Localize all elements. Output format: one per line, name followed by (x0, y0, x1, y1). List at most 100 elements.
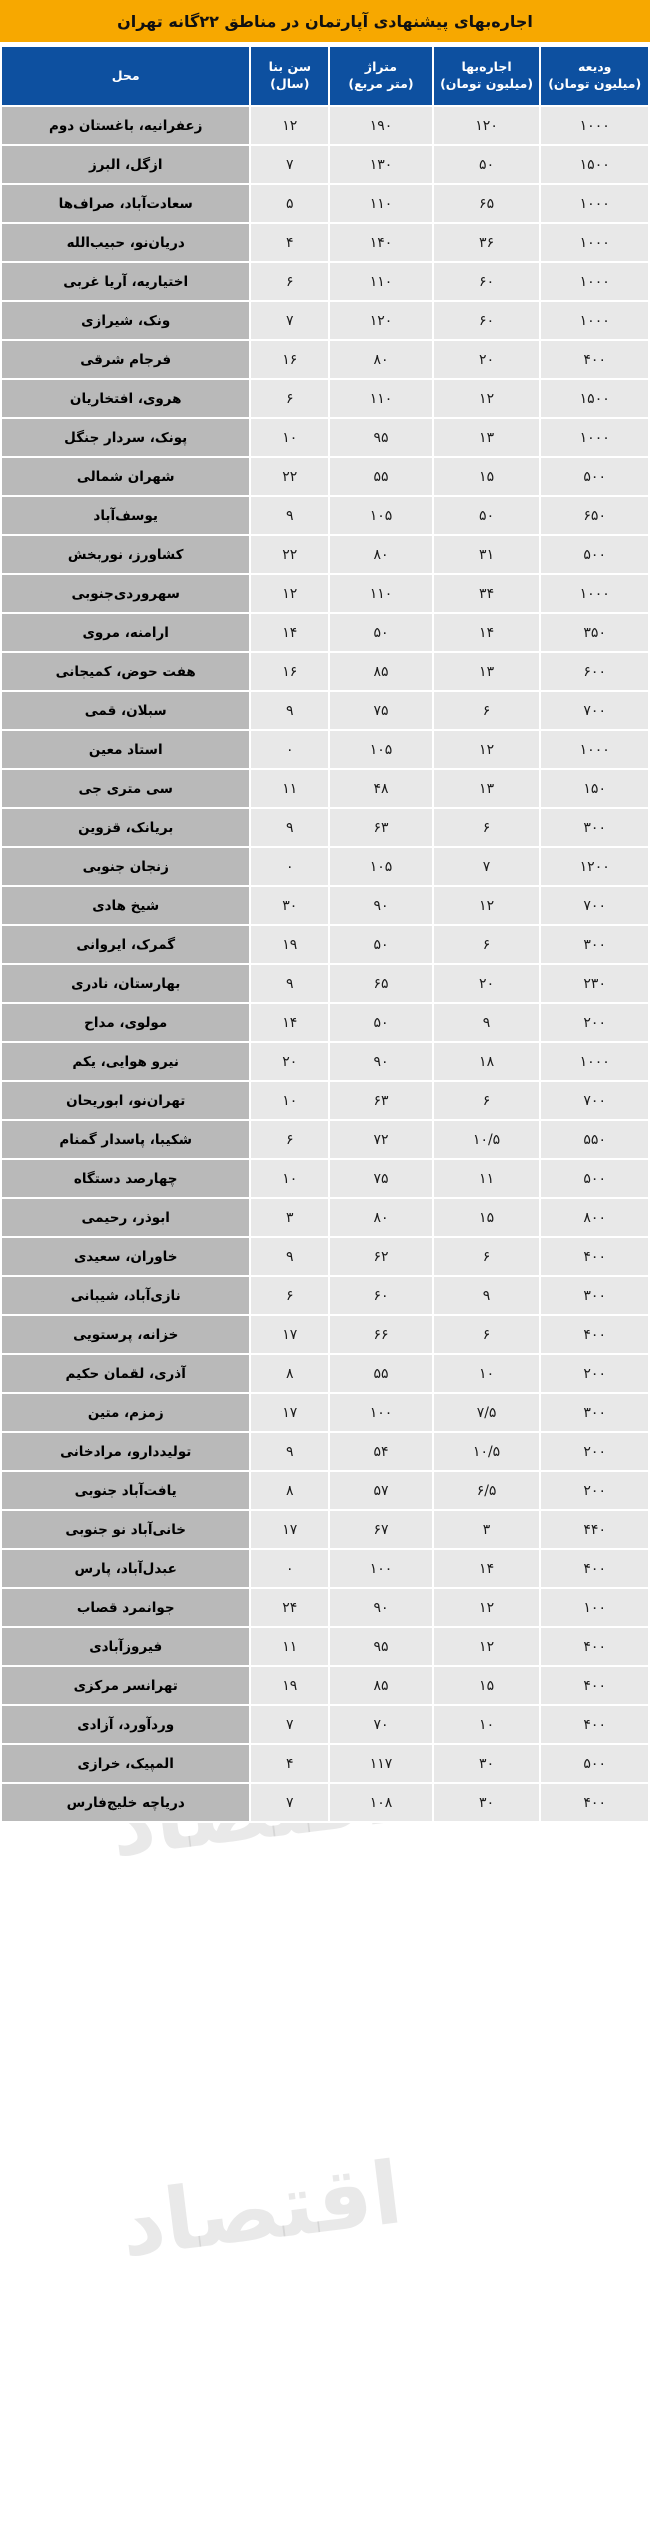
table-row: ۱۰۰۰ ۶۰ ۱۲۰ ۷ ونک، شیرازی (2, 302, 648, 339)
cell-location: زمزم، متین (2, 1394, 250, 1431)
cell-location: دریان‌نو، حبیب‌الله (2, 224, 250, 261)
table-row: ۱۲۰۰ ۷ ۱۰۵ ۰ زنجان جنوبی (2, 848, 648, 885)
cell-deposit: ۴۰۰ (541, 1628, 648, 1665)
table-row: ۵۰۰ ۳۰ ۱۱۷ ۴ المپیک، خرازی (2, 1745, 648, 1782)
cell-deposit: ۴۰۰ (541, 1667, 648, 1704)
cell-age: ۱۴ (251, 1004, 329, 1041)
cell-age: ۷ (251, 302, 329, 339)
table-body: ۱۰۰۰ ۱۲۰ ۱۹۰ ۱۲ زعفرانیه، باغستان دوم ۱۵۰۰ ۵۰ ۱… (2, 107, 648, 1821)
cell-rent: ۱۴ (433, 1550, 540, 1587)
cell-area: ۶۵ (330, 965, 432, 1002)
cell-location: شهران شمالی (2, 458, 250, 495)
table-row: ۳۰۰ ۹ ۶۰ ۶ نازی‌آباد، شیبانی (2, 1277, 648, 1314)
cell-rent: ۱۰/۵ (433, 1433, 540, 1470)
cell-location: عبدل‌آباد، پارس (2, 1550, 250, 1587)
cell-age: ۱۶ (251, 653, 329, 690)
cell-location: وردآورد، آزادی (2, 1706, 250, 1743)
cell-deposit: ۶۰۰ (541, 653, 648, 690)
column-header-rent: اجاره‌بها (میلیون تومان) (433, 47, 540, 105)
cell-location: خاوران، سعیدی (2, 1238, 250, 1275)
cell-age: ۹ (251, 965, 329, 1002)
table-row: ۱۵۰۰ ۵۰ ۱۳۰ ۷ ازگل، البرز (2, 146, 648, 183)
cell-deposit: ۵۰۰ (541, 536, 648, 573)
cell-age: ۱۷ (251, 1394, 329, 1431)
cell-deposit: ۱۲۰۰ (541, 848, 648, 885)
cell-location: دریاچه خلیج‌فارس (2, 1784, 250, 1821)
cell-age: ۲۰ (251, 1043, 329, 1080)
table-row: ۱۰۰۰ ۳۴ ۱۱۰ ۱۲ سهروردی‌جنوبی (2, 575, 648, 612)
cell-age: ۱۲ (251, 107, 329, 144)
cell-location: خانی‌آباد نو جنوبی (2, 1511, 250, 1548)
cell-location: آذری، لقمان حکیم (2, 1355, 250, 1392)
cell-rent: ۱۸ (433, 1043, 540, 1080)
cell-deposit: ۱۰۰۰ (541, 263, 648, 300)
cell-age: ۸ (251, 1472, 329, 1509)
cell-deposit: ۶۵۰ (541, 497, 648, 534)
cell-rent: ۱۳ (433, 770, 540, 807)
table-row: ۱۰۰ ۱۲ ۹۰ ۲۴ جوانمرد قصاب (2, 1589, 648, 1626)
cell-deposit: ۱۰۰۰ (541, 1043, 648, 1080)
cell-deposit: ۷۰۰ (541, 692, 648, 729)
cell-rent: ۵۰ (433, 146, 540, 183)
cell-area: ۶۳ (330, 809, 432, 846)
cell-deposit: ۵۰۰ (541, 1745, 648, 1782)
cell-age: ۶ (251, 1121, 329, 1158)
column-header-location: محل (2, 47, 250, 105)
cell-area: ۹۰ (330, 1043, 432, 1080)
cell-location: ابوذر، رحیمی (2, 1199, 250, 1236)
cell-deposit: ۱۵۰ (541, 770, 648, 807)
table-row: ۱۰۰۰ ۱۲ ۱۰۵ ۰ استاد معین (2, 731, 648, 768)
cell-deposit: ۷۰۰ (541, 1082, 648, 1119)
cell-deposit: ۱۰۰۰ (541, 731, 648, 768)
column-header-rent-main: اجاره‌بها (461, 59, 512, 75)
table-row: ۴۰۰ ۱۲ ۹۵ ۱۱ فیروزآبادی (2, 1628, 648, 1665)
cell-area: ۵۴ (330, 1433, 432, 1470)
cell-rent: ۱۳ (433, 419, 540, 456)
cell-deposit: ۳۰۰ (541, 1394, 648, 1431)
cell-location: مولوی، مداح (2, 1004, 250, 1041)
cell-location: ارامنه، مروی (2, 614, 250, 651)
table-row: ۱۰۰۰ ۱۲۰ ۱۹۰ ۱۲ زعفرانیه، باغستان دوم (2, 107, 648, 144)
cell-location: تهران‌نو، ابوریحان (2, 1082, 250, 1119)
table-row: ۶۵۰ ۵۰ ۱۰۵ ۹ یوسف‌آباد (2, 497, 648, 534)
cell-deposit: ۳۰۰ (541, 809, 648, 846)
cell-age: ۲۲ (251, 536, 329, 573)
cell-age: ۷ (251, 1706, 329, 1743)
cell-age: ۴ (251, 224, 329, 261)
cell-area: ۸۵ (330, 1667, 432, 1704)
cell-area: ۸۰ (330, 341, 432, 378)
cell-deposit: ۴۰۰ (541, 1784, 648, 1821)
table-row: ۲۰۰ ۶/۵ ۵۷ ۸ یافت‌آباد جنوبی (2, 1472, 648, 1509)
cell-rent: ۱۳ (433, 653, 540, 690)
header-row: ودیعه (میلیون تومان) اجاره‌بها (میلیون ت… (2, 47, 648, 105)
cell-age: ۵ (251, 185, 329, 222)
cell-area: ۱۹۰ (330, 107, 432, 144)
cell-area: ۹۵ (330, 1628, 432, 1665)
cell-age: ۱۱ (251, 770, 329, 807)
cell-area: ۱۱۷ (330, 1745, 432, 1782)
cell-age: ۱۱ (251, 1628, 329, 1665)
cell-rent: ۳۰ (433, 1745, 540, 1782)
table-header: ودیعه (میلیون تومان) اجاره‌بها (میلیون ت… (2, 47, 648, 105)
cell-area: ۵۵ (330, 458, 432, 495)
cell-rent: ۱۵ (433, 1667, 540, 1704)
cell-location: یوسف‌آباد (2, 497, 250, 534)
cell-age: ۹ (251, 497, 329, 534)
cell-rent: ۵۰ (433, 497, 540, 534)
cell-location: پونک، سردار جنگل (2, 419, 250, 456)
cell-location: جوانمرد قصاب (2, 1589, 250, 1626)
cell-deposit: ۲۰۰ (541, 1355, 648, 1392)
cell-area: ۵۰ (330, 1004, 432, 1041)
cell-location: سعادت‌آباد، صراف‌ها (2, 185, 250, 222)
cell-location: نیرو هوایی، یکم (2, 1043, 250, 1080)
cell-location: چهارصد دستگاه (2, 1160, 250, 1197)
cell-age: ۱۷ (251, 1316, 329, 1353)
cell-area: ۸۰ (330, 536, 432, 573)
cell-age: ۸ (251, 1355, 329, 1392)
cell-rent: ۲۰ (433, 341, 540, 378)
cell-deposit: ۱۵۰۰ (541, 380, 648, 417)
cell-deposit: ۵۰۰ (541, 1160, 648, 1197)
cell-deposit: ۳۰۰ (541, 926, 648, 963)
column-header-deposit-unit: (میلیون تومان) (548, 76, 642, 91)
